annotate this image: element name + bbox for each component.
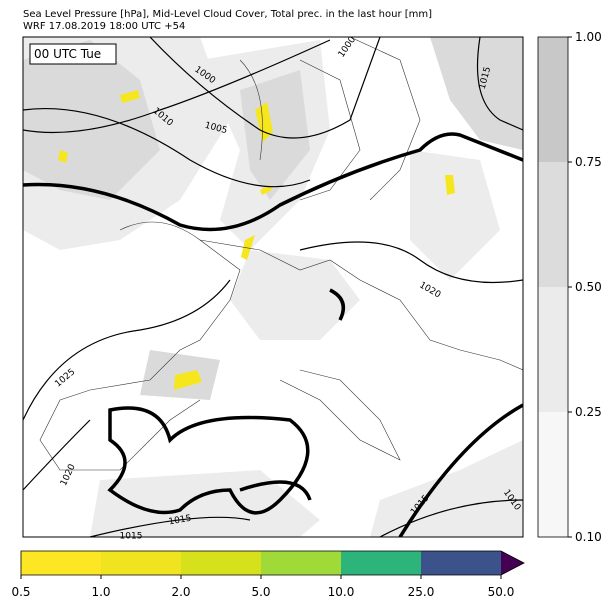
subtitle: WRF 17.08.2019 18:00 UTC +54 xyxy=(23,21,185,32)
precip-tick-label: 2.0 xyxy=(171,585,190,599)
precip-tick-label: 10.0 xyxy=(328,585,355,599)
cloud-tick-label: 0.50 xyxy=(575,280,602,294)
title: Sea Level Pressure [hPa], Mid-Level Clou… xyxy=(23,9,432,20)
map-layers xyxy=(23,37,523,537)
cloud-tick-label: 0.10 xyxy=(575,530,602,544)
precip-tick-label: 0.5 xyxy=(11,585,30,599)
cloud-colorbar xyxy=(537,36,569,538)
precip-tick-label: 50.0 xyxy=(488,585,515,599)
precip-tick-label: 25.0 xyxy=(408,585,435,599)
contour-label: 1015 xyxy=(120,532,143,542)
precip-tick-label: 1.0 xyxy=(91,585,110,599)
precip-tick-label: 5.0 xyxy=(251,585,270,599)
map-frame xyxy=(22,36,524,538)
contour-label: 1015 xyxy=(168,514,192,528)
cloud-tick-label: 0.25 xyxy=(575,405,602,419)
precip-colorbar xyxy=(20,550,525,576)
cloud-tick-label: 0.75 xyxy=(575,155,602,169)
map: 00 UTC Tue 1000 1000 1010 1005 1015 1020… xyxy=(22,35,524,542)
time-label: 00 UTC Tue xyxy=(34,47,101,61)
time-box xyxy=(29,43,117,65)
cloud-tick-label: 1.00 xyxy=(575,30,602,44)
